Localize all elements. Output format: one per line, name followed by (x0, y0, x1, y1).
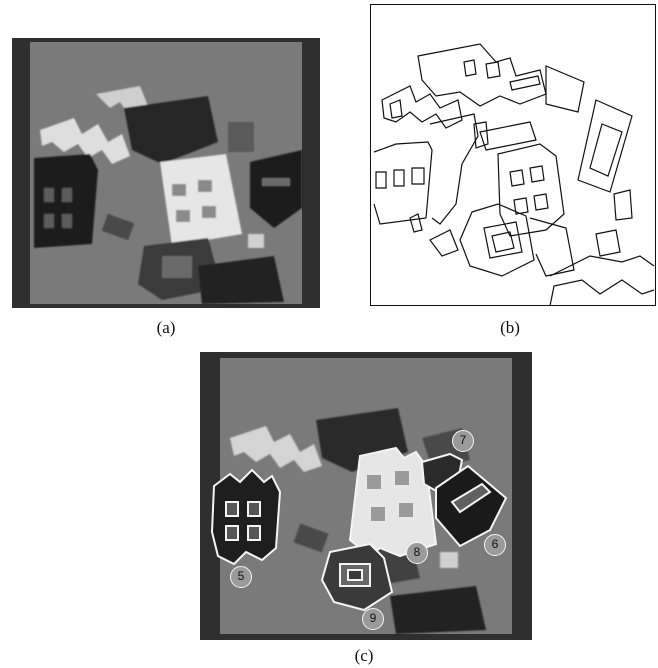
caption-b: (b) (500, 318, 520, 337)
marker-7: 7 (452, 430, 474, 452)
panel-a-photo (12, 38, 320, 308)
panel-c-photo-annotated: 5 6 7 8 9 (200, 352, 532, 640)
marker-9: 9 (362, 608, 384, 630)
edge-map-drawing (370, 4, 656, 306)
photo-a-scene (12, 38, 320, 308)
caption-c: (c) (354, 646, 374, 665)
caption-a: (a) (156, 318, 176, 337)
photo-c-scene (200, 352, 532, 640)
panel-b-edge-map (370, 4, 656, 306)
marker-6: 6 (484, 534, 506, 556)
marker-8: 8 (406, 542, 428, 564)
marker-5: 5 (230, 566, 252, 588)
